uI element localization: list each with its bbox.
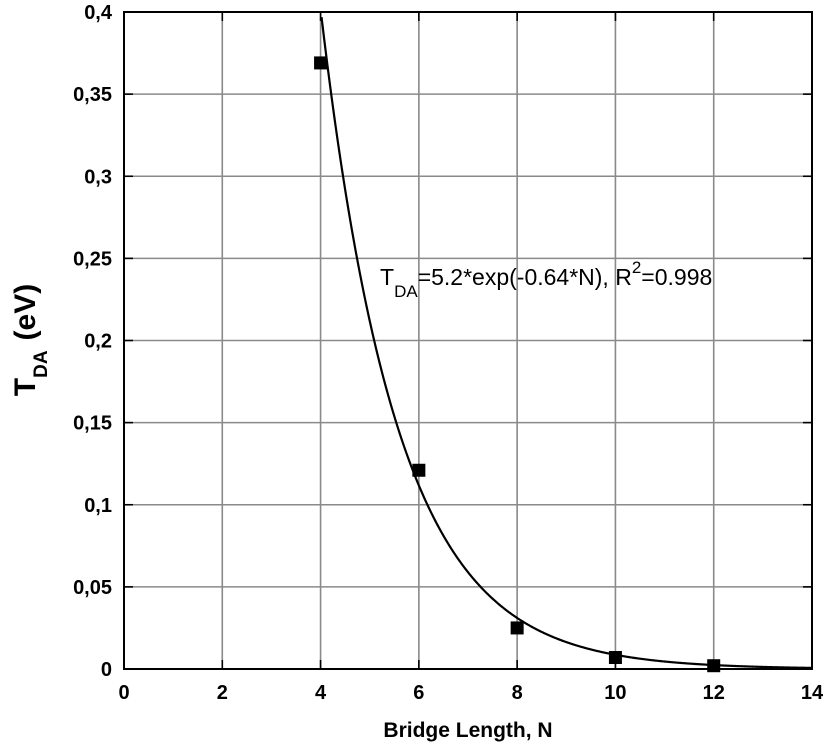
svg-text:TDA(eV): TDA (eV) [9,284,52,396]
x-tick-label: 8 [512,682,523,704]
x-tick-label: 6 [413,682,424,704]
data-point [510,621,524,635]
y-tick-label: 0 [101,659,112,681]
y-axis-label-sub: DA [31,350,52,378]
y-tick-label: 0,25 [73,248,112,270]
fit-annotation: TDA=5.2*exp(-0.64*N), R2=0.998 [380,258,712,301]
y-tick-label: 0,15 [73,413,112,435]
tick-marks [123,11,813,670]
annotation-sub: DA [394,282,418,301]
annotation-tail: =0.998 [641,264,712,290]
y-tick-label: 0,2 [84,331,112,353]
fit-group [320,17,813,669]
y-tick-label: 0,35 [73,84,112,106]
x-tick-label: 12 [703,682,725,704]
annotation-t: T [380,264,394,290]
y-tick-label: 0,3 [84,166,112,188]
grid-lines [124,12,812,669]
x-tick-label: 0 [118,682,129,704]
x-tick-labels: 0 2 4 6 8 10 12 14 [118,682,824,704]
y-tick-label: 0,1 [84,495,112,517]
annotation-formula: =5.2*exp(-0.64*N), R [418,264,632,290]
y-axis-label-main: T [9,378,42,396]
x-tick-label: 10 [604,682,626,704]
y-axis-label: TDA (eV) [9,284,52,396]
data-point [314,56,328,70]
y-tick-labels: 0 0,05 0,1 0,15 0,2 0,25 0,3 0,35 0,4 [73,2,113,681]
annotation-sup: 2 [632,258,641,277]
x-tick-label: 14 [801,682,824,704]
y-tick-label: 0,4 [84,2,113,24]
y-axis-label-unit: (eV) [9,284,42,341]
x-tick-label: 2 [217,682,228,704]
x-axis-label: Bridge Length, N [383,719,552,742]
fit-curve [320,17,813,669]
y-tick-label: 0,05 [73,577,112,599]
data-point [412,463,426,477]
x-tick-label: 4 [315,682,327,704]
data-point [608,651,622,665]
